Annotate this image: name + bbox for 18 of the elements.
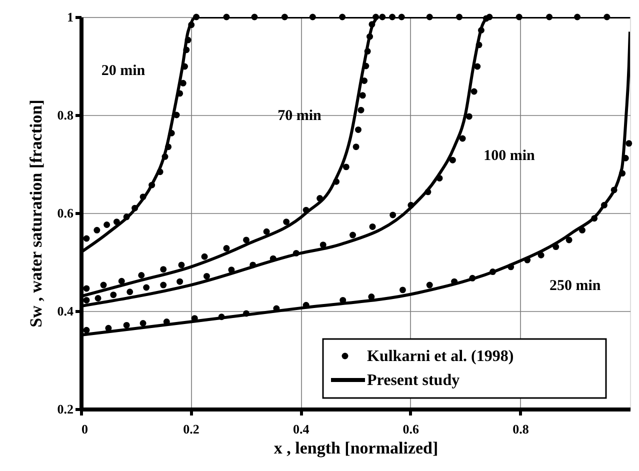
y-axis-title: Sw , water saturation [fraction]	[26, 100, 46, 328]
y-tick-label: 0.2	[57, 402, 74, 416]
x-tick-label: 0	[82, 422, 88, 436]
legend-label: Present study	[367, 372, 460, 389]
legend-label: Kulkarni et al. (1998)	[367, 348, 514, 365]
y-tick-label: 0.8	[57, 108, 74, 122]
x-tick-label: 0.4	[292, 422, 310, 436]
y-tick-label: 0.4	[57, 304, 74, 318]
annotation: 250 min	[549, 278, 602, 294]
x-tick-label: 0.6	[402, 422, 420, 436]
y-tick-label: 0.6	[57, 206, 74, 220]
y-tick-label: 1	[67, 10, 74, 24]
annotation: 20 min	[101, 62, 146, 79]
annotation: 100 min	[484, 148, 536, 164]
x-axis-title: x , length [normalized]	[274, 438, 438, 458]
annotation: 70 min	[278, 108, 322, 124]
x-tick-label: 0.8	[512, 422, 530, 436]
x-tick-label: 0.2	[183, 422, 200, 436]
